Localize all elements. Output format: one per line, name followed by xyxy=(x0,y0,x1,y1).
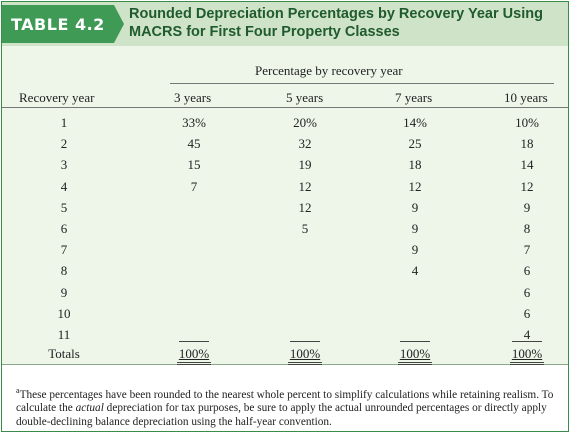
recovery-year-cell: 6 xyxy=(60,221,68,236)
recovery-year-cell: 1 xyxy=(60,115,68,130)
percentage-cell: 12 xyxy=(298,178,312,194)
total-cell: 100% xyxy=(289,346,321,361)
percentage-cell: 12 xyxy=(408,178,422,194)
column-header-3yr: 3 years xyxy=(174,90,212,105)
double-underline xyxy=(398,362,432,365)
percentage-cell: 6 xyxy=(523,305,531,321)
recovery-year-cell: 4 xyxy=(60,178,68,194)
header-rule xyxy=(2,107,568,108)
percentage-cell: 5 xyxy=(301,221,309,236)
recovery-year-cell: 11 xyxy=(57,327,71,342)
table-tag-label: TABLE 4.2 xyxy=(11,15,105,34)
percentage-cell: 18 xyxy=(408,157,422,173)
table-header: TABLE 4.2 Rounded Depreciation Percentag… xyxy=(2,2,568,46)
footnote-text-end: depreciation for tax purposes, be sure t… xyxy=(16,402,547,428)
percentage-cell: 7 xyxy=(523,242,531,258)
sum-rule xyxy=(290,341,320,342)
double-underline xyxy=(288,362,322,365)
table-tag: TABLE 4.2 xyxy=(2,5,124,43)
percentage-cell: 12 xyxy=(520,178,534,194)
recovery-year-cell: 3 xyxy=(60,157,68,173)
percentage-cell: 33% xyxy=(182,115,206,130)
recovery-year-cell: 8 xyxy=(60,263,68,279)
total-cell: 100% xyxy=(178,346,210,361)
percentage-cell: 9 xyxy=(411,221,419,236)
footnote-text-start: These percentages have been rounded to t… xyxy=(16,388,554,415)
percentage-cell: 9 xyxy=(411,199,419,215)
recovery-year-cell: 2 xyxy=(60,136,68,152)
total-cell: 100% xyxy=(511,346,543,361)
sum-rule xyxy=(512,341,542,342)
percentage-cell: 12 xyxy=(298,199,312,215)
percentage-cell: 15 xyxy=(187,157,201,173)
table-title: Rounded Depreciation Percentages by Reco… xyxy=(129,6,543,40)
percentage-cell: 14% xyxy=(403,115,427,130)
totals-label: Totals xyxy=(48,346,80,361)
percentage-cell: 6 xyxy=(523,263,531,279)
group-header: Percentage by recovery year xyxy=(255,63,403,78)
table-bottom-rule xyxy=(2,364,568,365)
column-header-7yr: 7 years xyxy=(395,90,433,105)
recovery-year-cell: 5 xyxy=(60,199,68,215)
percentage-cell: 19 xyxy=(298,157,312,173)
footnote-emphasis: actual xyxy=(75,402,104,415)
sum-rule xyxy=(400,341,430,342)
footnote-marker: a xyxy=(16,386,20,395)
percentage-cell: 4 xyxy=(523,327,531,342)
percentage-cell: 7 xyxy=(190,178,198,194)
table-body: Percentage by recovery year Recovery yea… xyxy=(2,46,568,365)
percentage-cell: 25 xyxy=(408,136,422,152)
column-header-10yr: 10 years xyxy=(504,90,548,105)
percentage-cell: 20% xyxy=(293,115,317,130)
percentage-cell: 8 xyxy=(523,221,531,236)
recovery-year-cell: 9 xyxy=(60,284,68,300)
total-cell: 100% xyxy=(399,346,431,361)
percentage-cell: 4 xyxy=(411,263,419,279)
recovery-year-cell: 10 xyxy=(57,305,71,321)
row-header: Recovery year xyxy=(19,90,95,105)
percentage-cell: 9 xyxy=(411,242,419,258)
group-header-rule xyxy=(170,83,554,84)
percentage-cell: 18 xyxy=(520,136,534,152)
percentage-cell: 45 xyxy=(187,136,201,152)
percentage-cell: 6 xyxy=(523,284,531,300)
percentage-cell: 10% xyxy=(515,115,539,130)
percentage-cell: 9 xyxy=(523,199,531,215)
footnote: aThese percentages have been rounded to … xyxy=(16,384,556,429)
double-underline xyxy=(177,362,211,365)
percentage-cell: 14 xyxy=(520,157,534,173)
column-header-5yr: 5 years xyxy=(286,90,324,105)
percentage-cell: 32 xyxy=(298,136,312,152)
recovery-year-cell: 7 xyxy=(60,242,68,258)
double-underline xyxy=(510,362,544,365)
sum-rule xyxy=(179,341,209,342)
